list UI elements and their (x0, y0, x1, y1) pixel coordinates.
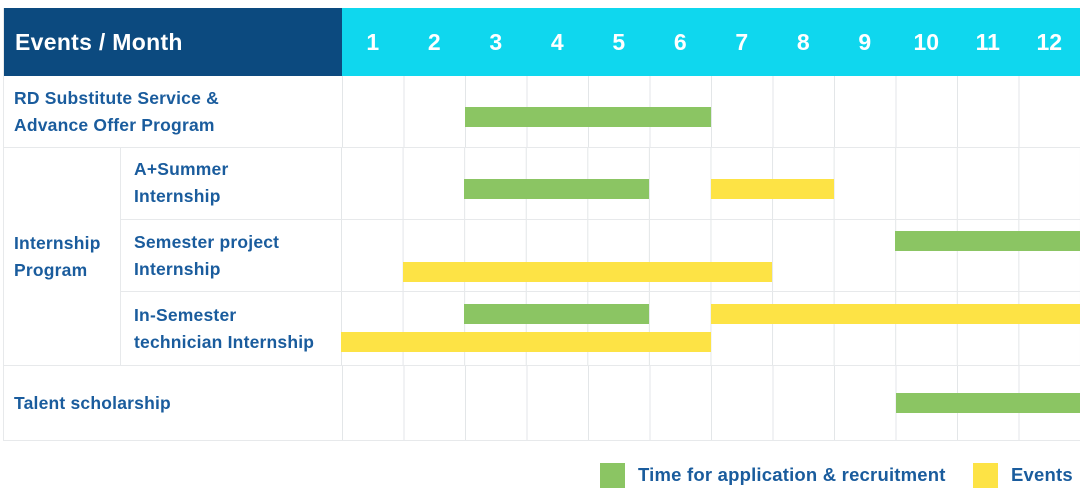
bar-track (341, 261, 1080, 282)
row-label: In-Semester technician Internship (121, 292, 341, 365)
row-label-line1: Semester project (134, 231, 280, 252)
events-bar (710, 304, 1080, 325)
yellow-swatch-icon (973, 462, 998, 488)
application-recruitment-bar (464, 179, 649, 199)
month-label-4: 4 (550, 28, 564, 55)
bar-track (342, 393, 1080, 413)
application-recruitment-bar (895, 230, 1080, 251)
bar-track (341, 304, 1080, 325)
row-a-summer-internship: A+Summer Internship (121, 148, 1080, 220)
timeline-cell (341, 292, 1080, 365)
row-label-line2: Internship (134, 186, 221, 207)
row-label: A+Summer Internship (121, 148, 341, 219)
table-header: Events / Month 1 2 3 4 5 6 7 8 9 10 11 1… (4, 8, 1080, 76)
row-label-line2: technician Internship (134, 331, 315, 352)
timeline-cell (341, 148, 1080, 219)
row-label-line1: Talent scholarship (14, 392, 171, 413)
month-label-7: 7 (735, 28, 749, 55)
internship-program-group: Internship Program A+Summer Internship S… (4, 148, 1080, 366)
month-header: 1 2 3 4 5 6 7 8 9 10 11 12 (342, 8, 1080, 76)
application-recruitment-bar (895, 393, 1080, 413)
corner-header-label: Events / Month (15, 28, 183, 55)
row-label-line2: Internship (134, 258, 221, 279)
month-label-6: 6 (673, 28, 687, 55)
month-label-9: 9 (858, 28, 872, 55)
row-semester-project-internship: Semester project Internship (121, 219, 1080, 293)
month-label-10: 10 (913, 28, 940, 55)
bar-track (341, 179, 1080, 199)
row-label: RD Substitute Service & Advance Offer Pr… (4, 76, 342, 147)
group-label: Internship Program (4, 148, 121, 365)
month-label-11: 11 (975, 28, 1000, 55)
application-recruitment-bar (465, 107, 711, 127)
group-label-line2: Program (14, 259, 88, 280)
bar-track (341, 332, 1080, 353)
application-recruitment-bar (464, 304, 649, 325)
timeline-cell (342, 76, 1080, 147)
row-label-line1: A+Summer (134, 159, 229, 180)
bar-track (342, 107, 1080, 127)
month-label-3: 3 (489, 28, 503, 55)
bar-track (341, 230, 1080, 251)
month-label-5: 5 (612, 28, 626, 55)
green-swatch-icon (600, 462, 625, 488)
row-label-line1: In-Semester (134, 304, 237, 325)
legend-item-events: Events (973, 462, 1073, 488)
row-in-semester-technician-internship: In-Semester technician Internship (121, 292, 1080, 365)
legend-label: Time for application & recruitment (638, 464, 946, 485)
month-label-1: 1 (366, 28, 380, 55)
corner-header-cell: Events / Month (4, 8, 342, 76)
row-rd-substitute-service: RD Substitute Service & Advance Offer Pr… (4, 76, 1080, 148)
events-bar (710, 179, 834, 199)
legend-item-application-recruitment: Time for application & recruitment (600, 462, 946, 488)
group-label-line1: Internship (14, 232, 101, 253)
gantt-table: Events / Month 1 2 3 4 5 6 7 8 9 10 11 1… (3, 8, 1080, 441)
row-label-line2: Advance Offer Program (14, 114, 215, 135)
events-bar (341, 332, 711, 353)
row-talent-scholarship: Talent scholarship (4, 366, 1080, 441)
month-label-2: 2 (427, 28, 441, 55)
timeline-cell (342, 366, 1080, 440)
row-label: Talent scholarship (4, 366, 342, 440)
events-bar (402, 261, 773, 282)
row-label-line1: RD Substitute Service & (14, 87, 219, 108)
month-label-8: 8 (796, 28, 810, 55)
timeline-cell (341, 219, 1080, 292)
row-label: Semester project Internship (121, 220, 341, 292)
month-label-12: 12 (1036, 28, 1063, 55)
group-rows: A+Summer Internship Semester project Int… (121, 148, 1080, 365)
legend-label: Events (1011, 464, 1073, 485)
